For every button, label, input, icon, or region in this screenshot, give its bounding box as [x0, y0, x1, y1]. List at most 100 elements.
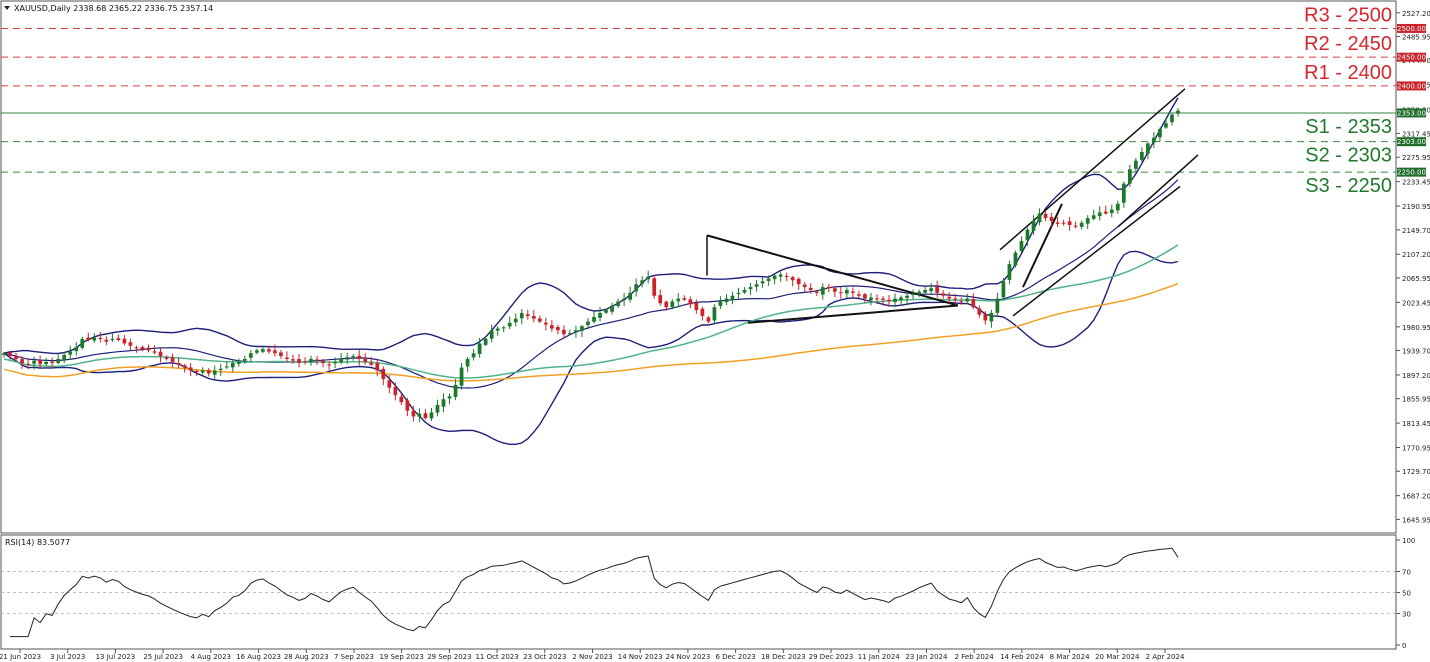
level-price-tag-text: 2450.00: [1397, 54, 1426, 62]
rsi-line: [10, 547, 1179, 638]
level-price-tag-text: 2400.00: [1397, 82, 1426, 90]
candle-body: [206, 370, 211, 374]
rsi-tick-label: 50: [1402, 590, 1411, 598]
candle-body: [236, 361, 241, 364]
candle-body: [477, 343, 482, 355]
candle-body: [784, 275, 789, 277]
candle-body: [399, 396, 404, 403]
candle-body: [146, 347, 151, 351]
y-tick-label: 2317.45: [1402, 130, 1430, 138]
candle-body: [658, 295, 663, 304]
x-tick-label: 11 Jan 2024: [858, 653, 901, 661]
candle-body: [327, 364, 331, 366]
candle-body: [68, 351, 73, 355]
candle-body: [242, 358, 247, 361]
candle-body: [1049, 217, 1054, 222]
candle-body: [616, 301, 620, 307]
y-tick-label: 1980.95: [1402, 324, 1430, 332]
candle-body: [20, 359, 24, 363]
candle-body: [1133, 160, 1138, 169]
level-label: S1 - 2353: [1305, 116, 1392, 138]
moving-averages: [3, 244, 1179, 382]
candle-body: [941, 293, 946, 296]
bollinger-middle-line: [3, 179, 1179, 389]
y-tick-label: 1687.20: [1402, 493, 1430, 501]
x-tick-label: 3 Jul 2023: [50, 653, 85, 661]
candle-body: [568, 333, 572, 335]
x-tick-label: 23 Oct 2023: [523, 653, 566, 661]
candle-body: [98, 337, 103, 339]
candle-body: [134, 347, 139, 349]
bollinger-bands: [3, 97, 1179, 445]
candle-body: [1007, 264, 1012, 280]
candle-body: [730, 295, 735, 300]
y-tick-label: 1939.70: [1402, 348, 1430, 356]
candle-body: [453, 384, 458, 397]
candle-body: [1158, 129, 1162, 138]
candle-body: [176, 362, 181, 365]
x-tick-label: 11 Oct 2023: [475, 653, 518, 661]
candle-body: [38, 359, 42, 365]
x-tick-label: 13 Jul 2023: [96, 653, 136, 661]
candle-body: [218, 368, 223, 370]
candle-body: [622, 298, 626, 301]
candle-body: [911, 294, 915, 296]
x-tick-label: 29 Dec 2023: [809, 653, 854, 661]
candle-body: [706, 317, 711, 322]
y-tick-label: 1645.95: [1402, 516, 1430, 524]
triangle-down-icon[interactable]: [4, 6, 10, 10]
candle-body: [640, 280, 645, 284]
candle-body: [562, 329, 566, 335]
x-tick-label: 24 Nov 2023: [665, 653, 710, 661]
candle-body: [682, 298, 687, 300]
candle-body: [309, 358, 313, 362]
x-tick-label: 29 Sep 2023: [427, 653, 471, 661]
candle-body: [435, 404, 440, 413]
candle-body: [345, 357, 350, 360]
candle-body: [1067, 221, 1072, 226]
candle-body: [170, 357, 175, 362]
level-price-tag: [1397, 137, 1426, 147]
main-panel-frame: [0, 0, 1397, 534]
candle-body: [513, 318, 518, 323]
candle-body: [1085, 218, 1090, 224]
candle-body: [254, 350, 259, 353]
candle-body: [297, 359, 301, 363]
candle-body: [778, 274, 783, 277]
y-tick-label: 2233.45: [1402, 179, 1430, 187]
candle-body: [796, 278, 801, 285]
candle-body: [550, 325, 554, 329]
candle-body: [351, 356, 356, 358]
x-tick-label: 4 Aug 2023: [191, 653, 231, 661]
candle-body: [718, 301, 723, 306]
channel-lower-trendline: [1012, 185, 1181, 317]
candle-body: [279, 352, 283, 357]
candle-body: [959, 301, 964, 303]
candle-body: [790, 277, 795, 281]
candle-body: [56, 358, 61, 363]
candle-body: [1013, 252, 1018, 266]
candle-body: [447, 396, 452, 399]
candle-body: [86, 337, 91, 341]
candle-body: [212, 370, 217, 375]
candle-body: [182, 365, 187, 368]
level-price-tag: [1397, 52, 1426, 62]
candle-body: [128, 342, 133, 346]
rsi-tick-label: 30: [1402, 611, 1411, 619]
candle-body: [820, 287, 825, 295]
level-labels: 2500.00 R3 - 2500 2450.00 R2 - 2450 2400.00 R…: [1304, 4, 1426, 197]
candle-body: [971, 299, 976, 308]
x-tick-label: 2 Nov 2023: [572, 653, 612, 661]
candle-body: [766, 278, 771, 282]
y-tick-label: 2107.20: [1402, 251, 1430, 259]
level-label: R1 - 2400: [1304, 62, 1392, 84]
candle-body: [333, 361, 337, 364]
candle-body: [742, 289, 747, 293]
candle-body: [748, 287, 753, 290]
x-tick-label: 19 Sep 2023: [379, 653, 423, 661]
candle-body: [1127, 169, 1132, 184]
ma-slow-line: [3, 282, 1179, 382]
candle-body: [230, 362, 235, 368]
y-tick-label: 2065.95: [1402, 275, 1430, 283]
